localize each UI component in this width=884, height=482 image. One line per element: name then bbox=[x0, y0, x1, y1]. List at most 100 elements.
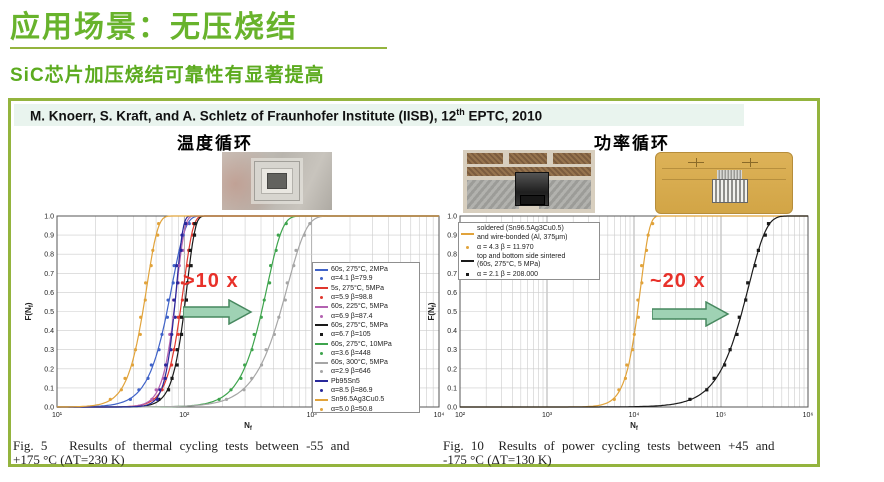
substrate-pad bbox=[553, 153, 591, 164]
svg-text:10⁵: 10⁵ bbox=[716, 412, 727, 419]
caption-line: -175 °C (ΔT=130 K) bbox=[443, 451, 552, 467]
source-text: M. Knoerr, S. Kraft, and A. Schletz of F… bbox=[30, 108, 457, 124]
svg-text:10³: 10³ bbox=[542, 412, 553, 419]
legend-series-stats: α=5.0 β=50.8 bbox=[315, 404, 417, 412]
svg-text:0.7: 0.7 bbox=[44, 271, 54, 278]
substrate-pad bbox=[509, 153, 547, 164]
wire-bonded-chip bbox=[712, 179, 748, 203]
legend-series-stats: α=8.5 β=86.9 bbox=[315, 386, 417, 395]
caption-line: Fig. 5 Results of thermal cycling tests … bbox=[13, 438, 350, 453]
svg-text:0.4: 0.4 bbox=[44, 328, 54, 335]
svg-text:0.5: 0.5 bbox=[447, 309, 457, 316]
thermal-sample-photo bbox=[222, 152, 332, 210]
caption-line: +175 °C (ΔT=230 K) bbox=[13, 451, 125, 467]
svg-text:0.2: 0.2 bbox=[44, 366, 54, 373]
bond-wires bbox=[717, 170, 742, 179]
legend-series-label: soldered (Sn96.5Ag3Cu0.5) and wire-bonded… bbox=[461, 225, 597, 243]
svg-text:0.0: 0.0 bbox=[447, 405, 457, 412]
sintered-pad bbox=[254, 161, 300, 201]
power-cycling-weibull-axis-labels: 10² 10³ 10⁴ 10⁵ 10⁶ 0.0 0.1 0.2 0.3 0.4 0.5 0.6 0.7 0… bbox=[427, 214, 813, 433]
thermal-section-heading: 温度循环 bbox=[177, 134, 253, 153]
fiducial-mark bbox=[688, 158, 704, 167]
thermal-cycling-weibull-data-points bbox=[108, 222, 312, 401]
right-arrow-icon bbox=[183, 299, 253, 325]
legend-series-stats: α=5.9 β=98.8 bbox=[315, 293, 417, 302]
svg-text:0.6: 0.6 bbox=[447, 290, 457, 297]
power-sample-photo-module bbox=[463, 150, 595, 213]
svg-text:1.0: 1.0 bbox=[44, 214, 54, 221]
power-cycling-weibull-data-points bbox=[612, 222, 771, 401]
dbc-etch-line bbox=[662, 168, 786, 169]
svg-text:10⁴: 10⁴ bbox=[434, 412, 445, 419]
legend-series-stats: α = 4.3 β = 11.970 bbox=[461, 243, 597, 252]
legend-series-stats: α=6.9 β=87.4 bbox=[315, 311, 417, 320]
svg-text:10²: 10² bbox=[179, 412, 190, 419]
power-chart-legend: soldered (Sn96.5Ag3Cu0.5) and wire-bonded… bbox=[458, 222, 600, 280]
title-underline bbox=[10, 47, 387, 49]
legend-series-label: Sn96.5Ag3Cu0.5 bbox=[315, 395, 417, 404]
legend-series-label: top and bottom side sintered (60s, 275°C,… bbox=[461, 252, 597, 270]
legend-series-label: 60s, 275°C, 5MPa bbox=[315, 321, 417, 330]
svg-text:0.7: 0.7 bbox=[447, 271, 457, 278]
substrate-pad bbox=[467, 153, 503, 164]
svg-text:0.8: 0.8 bbox=[44, 252, 54, 259]
chip-clamp bbox=[520, 195, 545, 205]
power-section-heading: 功率循环 bbox=[594, 134, 670, 153]
fiducial-mark bbox=[742, 158, 758, 167]
legend-series-label: Pb95Sn5 bbox=[315, 377, 417, 386]
right-arrow-icon bbox=[652, 301, 730, 327]
source-text-end: EPTC, 2010 bbox=[464, 108, 543, 124]
legend-series-label: 60s, 275°C, 10MPa bbox=[315, 339, 417, 348]
power-figure-caption: Fig. 10 Results of power cycling tests b… bbox=[443, 439, 819, 466]
svg-text:0.4: 0.4 bbox=[447, 328, 457, 335]
power-improvement-label: ~20 x bbox=[650, 270, 706, 292]
legend-series-stats: α=4.1 β=79.9 bbox=[315, 274, 417, 283]
svg-text:1.0: 1.0 bbox=[447, 214, 457, 221]
legend-series-label: 60s, 300°C, 5MPa bbox=[315, 358, 417, 367]
svg-text:10¹: 10¹ bbox=[52, 412, 63, 419]
svg-text:0.3: 0.3 bbox=[44, 347, 54, 354]
thermal-figure-caption: Fig. 5 Results of thermal cycling tests … bbox=[13, 439, 440, 466]
svg-text:0.2: 0.2 bbox=[447, 366, 457, 373]
substrate-strip bbox=[467, 167, 591, 176]
svg-text:0.1: 0.1 bbox=[447, 385, 457, 392]
thermal-improvement-label: >10 x bbox=[183, 270, 239, 292]
svg-text:0.3: 0.3 bbox=[447, 347, 457, 354]
legend-series-label: 5s, 275°C, 5MPa bbox=[315, 284, 417, 293]
source-citation-bar: M. Knoerr, S. Kraft, and A. Schletz of F… bbox=[14, 104, 744, 126]
chip-die bbox=[267, 173, 287, 189]
svg-text:0.9: 0.9 bbox=[44, 233, 54, 240]
source-ordinal-sup: th bbox=[456, 107, 465, 117]
legend-series-stats: α=6.7 β=105 bbox=[315, 330, 417, 339]
svg-text:0.1: 0.1 bbox=[44, 385, 54, 392]
power-cycling-weibull-curves bbox=[460, 215, 808, 408]
svg-text:0.0: 0.0 bbox=[44, 405, 54, 412]
svg-text:10³: 10³ bbox=[307, 412, 318, 419]
caption-line: Fig. 10 Results of power cycling tests b… bbox=[443, 438, 775, 453]
svg-text:10²: 10² bbox=[455, 412, 466, 419]
thermal-improvement-arrow bbox=[183, 299, 253, 325]
page-title: 应用场景：无压烧结 bbox=[10, 11, 298, 44]
svg-text:0.9: 0.9 bbox=[447, 233, 457, 240]
power-sample-photo-dbc bbox=[655, 152, 793, 214]
svg-text:F(Nf): F(Nf) bbox=[24, 302, 35, 320]
svg-text:Nf: Nf bbox=[244, 421, 253, 432]
page-subtitle: SiC芯片加压烧结可靠性有显著提高 bbox=[10, 65, 325, 86]
svg-text:0.5: 0.5 bbox=[44, 309, 54, 316]
svg-text:Nf: Nf bbox=[630, 421, 639, 432]
thermal-cycling-weibull-axis-labels: 10¹ 10² 10³ 10⁴ 0.0 0.1 0.2 0.3 0.4 0.5 0.6 0.7 0.8 0… bbox=[24, 214, 444, 433]
legend-series-label: 60s, 225°C, 5MPa bbox=[315, 302, 417, 311]
power-improvement-arrow bbox=[652, 301, 730, 327]
thermal-chart-legend: 60s, 275°C, 2MPa α=4.1 β=79.9 5s, 275°C, 5… bbox=[312, 262, 420, 413]
svg-text:10⁴: 10⁴ bbox=[629, 412, 640, 419]
legend-series-stats: α=3.6 β=448 bbox=[315, 349, 417, 358]
legend-series-stats: α=2.9 β=646 bbox=[315, 367, 417, 376]
svg-text:0.8: 0.8 bbox=[447, 252, 457, 259]
chip-frame bbox=[261, 168, 293, 194]
svg-text:0.6: 0.6 bbox=[44, 290, 54, 297]
svg-text:F(Nf): F(Nf) bbox=[427, 302, 438, 320]
legend-series-stats: α = 2.1 β = 208.000 bbox=[461, 270, 597, 279]
svg-text:10⁶: 10⁶ bbox=[803, 412, 814, 419]
legend-series-label: 60s, 275°C, 2MPa bbox=[315, 265, 417, 274]
solder-area bbox=[467, 180, 519, 209]
